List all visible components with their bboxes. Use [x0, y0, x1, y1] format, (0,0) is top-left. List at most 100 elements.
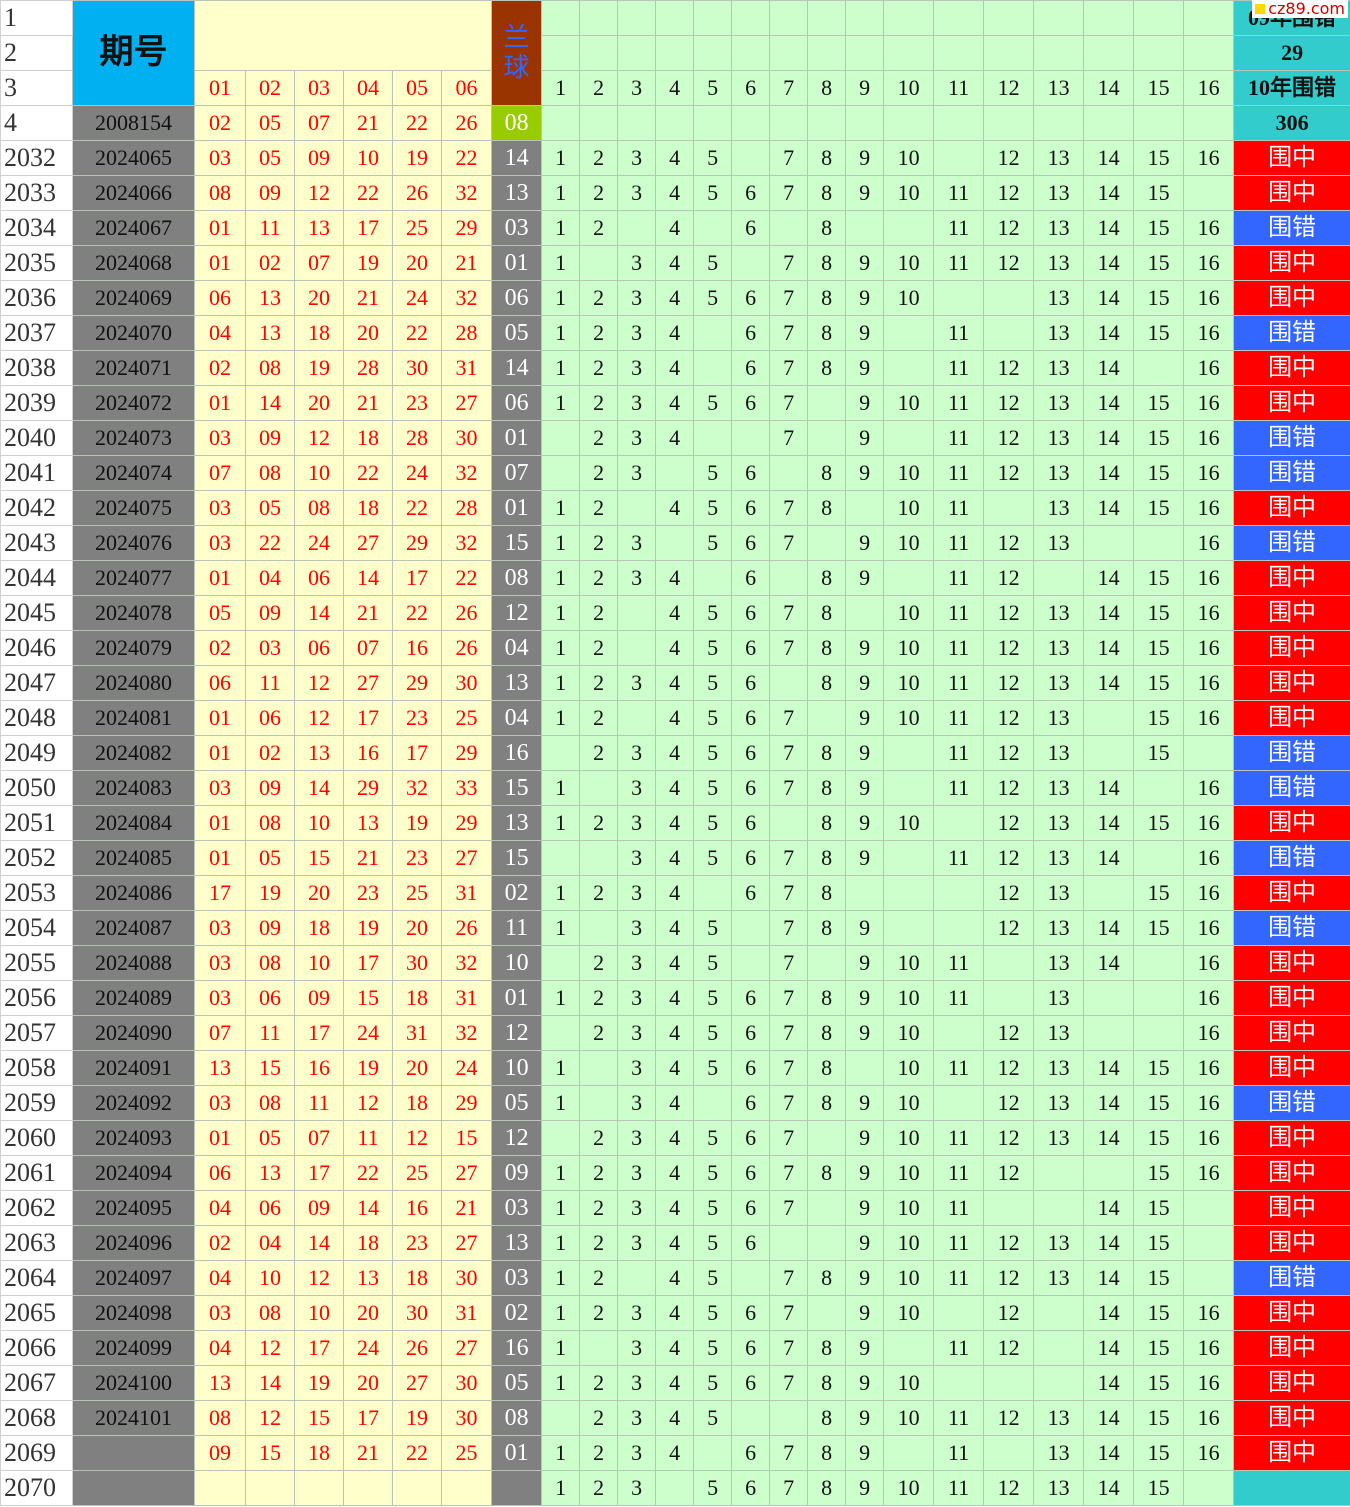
- pick-number: 7: [769, 1190, 809, 1226]
- red-ball: 27: [440, 1155, 493, 1191]
- red-ball: 30: [392, 350, 442, 386]
- pick-number: 8: [807, 980, 847, 1016]
- sheet-row: 1期号兰球09年围错: [0, 0, 1350, 106]
- issue: 2024081: [72, 700, 195, 736]
- red-ball: 16: [294, 1050, 344, 1086]
- pick-number: 15: [1133, 140, 1185, 176]
- pick-number: [693, 315, 733, 351]
- red-ball: 18: [294, 1435, 344, 1471]
- red-ball: 17: [294, 1155, 344, 1191]
- pick-number: [883, 770, 935, 806]
- issue: 2024069: [72, 280, 195, 316]
- issue: 2024080: [72, 665, 195, 701]
- pick-number: 8: [807, 1155, 847, 1191]
- issue: 2024084: [72, 805, 195, 841]
- pick-number: 5: [693, 945, 733, 981]
- pick-number: 6: [731, 280, 771, 316]
- pick-number: 4: [655, 945, 695, 981]
- pick-number: 4: [655, 350, 695, 386]
- red-ball: 13: [294, 210, 344, 246]
- sheet-row: 2047 2024080 06 11 12 27 29 30 13 1 2 3 4 5 6 8 9 10 11 12 1…: [0, 665, 1350, 701]
- red-ball: 33: [440, 770, 493, 806]
- pick-number: 4: [655, 140, 695, 176]
- issue: 2024070: [72, 315, 195, 351]
- pick-number: 6: [731, 700, 771, 736]
- pick-number: 8: [807, 1260, 847, 1296]
- red-ball: 12: [392, 1120, 442, 1156]
- pick-number: 6: [731, 875, 771, 911]
- pick-number: 14: [1083, 210, 1135, 246]
- pick-number: 14: [1083, 805, 1135, 841]
- pick-number: 15: [1133, 210, 1185, 246]
- pick-number: 4: [655, 1225, 695, 1261]
- red-ball: 20: [392, 910, 442, 946]
- pick-number: [807, 420, 847, 456]
- pick-number: 3: [617, 525, 657, 561]
- issue: 2024083: [72, 770, 195, 806]
- pick-number: [541, 1120, 581, 1156]
- row-number: 2041: [0, 455, 73, 491]
- red-ball: 05: [245, 1120, 295, 1156]
- result: 围中: [1233, 630, 1350, 666]
- issue: 2024099: [72, 1330, 195, 1366]
- pick-number: [807, 700, 847, 736]
- red-ball: 23: [392, 385, 442, 421]
- pick-number: 11: [933, 630, 985, 666]
- pick-number: 5: [693, 1050, 733, 1086]
- blue-ball: 08: [491, 105, 543, 141]
- red-ball: 09: [194, 1435, 246, 1471]
- pick-number: 6: [731, 630, 771, 666]
- pick-number: 2: [579, 385, 619, 421]
- pick-blank: [693, 105, 733, 141]
- row-number: 2042: [0, 490, 73, 526]
- pick-col-header: 2: [579, 70, 619, 106]
- pick-number: 4: [655, 840, 695, 876]
- pick-number: 14: [1083, 840, 1135, 876]
- row-number: 2065: [0, 1295, 73, 1331]
- pick-number: 5: [693, 245, 733, 281]
- result: 围中: [1233, 665, 1350, 701]
- pick-number: 15: [1133, 665, 1185, 701]
- red-ball: 08: [245, 805, 295, 841]
- red-ball: 13: [343, 805, 393, 841]
- red-col-header: 05: [392, 70, 442, 106]
- pick-number: 2: [579, 140, 619, 176]
- pick-number: 8: [807, 630, 847, 666]
- pick-number: 7: [769, 1120, 809, 1156]
- result: 围错: [1233, 1085, 1350, 1121]
- pick-number: 7: [769, 980, 809, 1016]
- sheet-row: 2048 2024081 01 06 12 17 23 25 04 1 2 4 5 6 7 9 10 11 12 13…: [0, 700, 1350, 736]
- pick-number: 5: [693, 735, 733, 771]
- pick-number: [1183, 175, 1235, 211]
- pick-number: 16: [1183, 595, 1235, 631]
- red-ball: 21: [343, 105, 393, 141]
- pick-number: 12: [983, 210, 1035, 246]
- pick-number: 8: [807, 490, 847, 526]
- red-ball: 02: [194, 105, 246, 141]
- red-ball: 15: [294, 1400, 344, 1436]
- pick-number: 5: [693, 1225, 733, 1261]
- pick-number: 16: [1183, 805, 1235, 841]
- pick-number: 6: [731, 1225, 771, 1261]
- pick-number: [769, 210, 809, 246]
- pick-number: 7: [769, 595, 809, 631]
- red-ball: 14: [343, 560, 393, 596]
- pick-number: [579, 770, 619, 806]
- red-ball: 12: [294, 420, 344, 456]
- pick-number: 9: [845, 525, 885, 561]
- pick-number: 3: [617, 665, 657, 701]
- red-ball: 32: [440, 455, 493, 491]
- pick-number: 1: [541, 770, 581, 806]
- pick-number: 14: [1083, 1400, 1135, 1436]
- pick-number: 3: [617, 1155, 657, 1191]
- blue-ball: [491, 1470, 543, 1506]
- pick-number: 10: [883, 525, 935, 561]
- pick-number: 15: [1133, 245, 1185, 281]
- pick-blank: [655, 105, 695, 141]
- red-ball: 20: [294, 875, 344, 911]
- pick-number: 3: [617, 140, 657, 176]
- red-ball: 19: [294, 350, 344, 386]
- pick-number: [617, 490, 657, 526]
- pick-blank: [579, 105, 619, 141]
- pick-number: 6: [731, 350, 771, 386]
